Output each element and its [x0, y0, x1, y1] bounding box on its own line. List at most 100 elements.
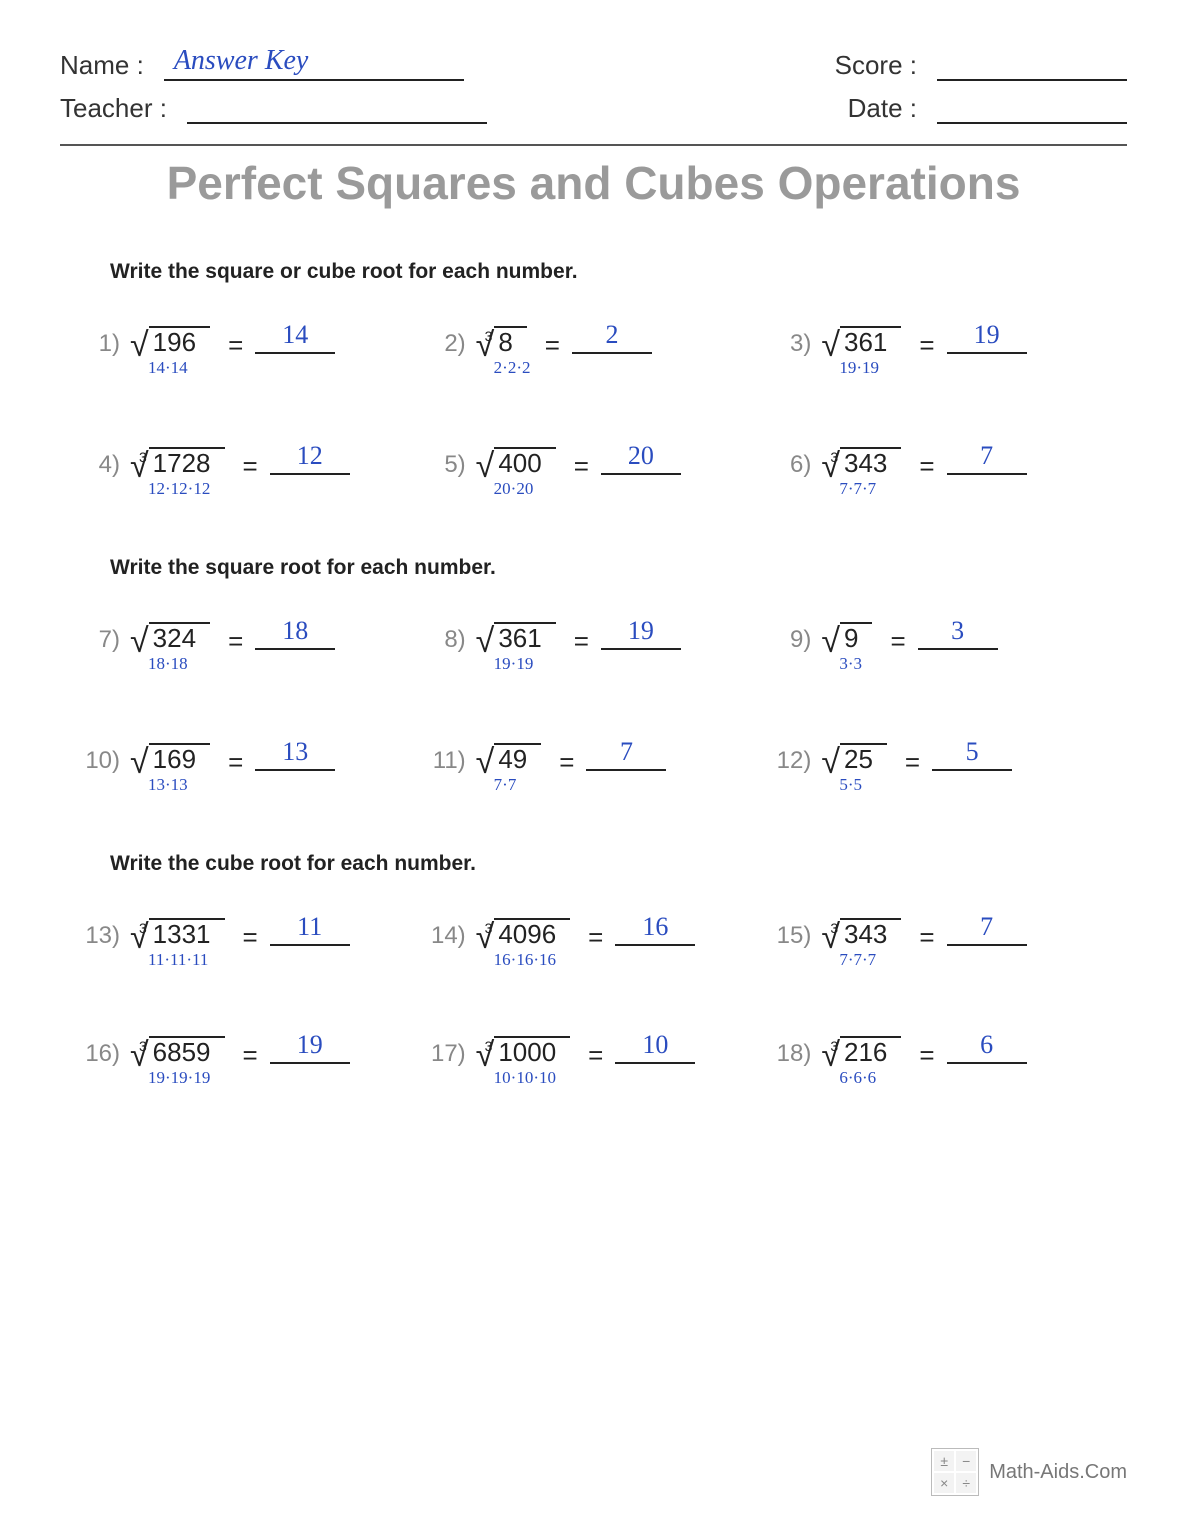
problem: 3)√36119·19=19 — [771, 324, 1107, 365]
radical-symbol: √ — [130, 449, 149, 483]
radical: √400 — [476, 445, 556, 479]
problem-number: 2) — [426, 324, 476, 358]
problem: 5)√40020·20=20 — [426, 445, 762, 486]
radical-wrap: 3√82·2·2 — [476, 324, 527, 362]
radical-symbol: √ — [821, 449, 840, 483]
radical-wrap: √497·7 — [476, 741, 542, 782]
handwritten-answer: 19 — [628, 616, 654, 646]
problem-number: 7) — [80, 620, 130, 654]
handwritten-work: 11·11·11 — [148, 950, 208, 970]
problem: 4)3√172812·12·12=12 — [80, 445, 416, 486]
radical-symbol: √ — [476, 328, 495, 362]
radicand: 324 — [149, 622, 210, 653]
date-label: Date : — [848, 93, 917, 124]
answer-blank: 19 — [947, 324, 1027, 354]
radical-wrap: 3√685919·19·19 — [130, 1034, 225, 1072]
problem-number: 10) — [80, 741, 130, 775]
problem-number: 5) — [426, 445, 476, 479]
problem: 18)3√2166·6·6=6 — [771, 1034, 1107, 1072]
radicand: 6859 — [149, 1036, 225, 1067]
radical: √361 — [476, 620, 556, 654]
radical: √169 — [130, 741, 210, 775]
radical-symbol: √ — [821, 1038, 840, 1072]
handwritten-work: 14·14 — [148, 358, 188, 378]
radical: 3√1000 — [476, 1034, 571, 1068]
answer-blank: 3 — [918, 620, 998, 650]
handwritten-answer: 3 — [951, 616, 964, 646]
radical-wrap: √255·5 — [821, 741, 887, 782]
equals-sign: = — [901, 324, 946, 361]
problem-number: 1) — [80, 324, 130, 358]
handwritten-work: 19·19·19 — [148, 1068, 210, 1088]
equals-sign: = — [570, 1034, 615, 1071]
radical-wrap: √36119·19 — [821, 324, 901, 365]
answer-blank: 13 — [255, 741, 335, 771]
radicand: 1331 — [149, 918, 225, 949]
radical: 3√1331 — [130, 916, 225, 950]
radical-wrap: 3√409616·16·16 — [476, 916, 571, 954]
radical: √196 — [130, 324, 210, 358]
radical: 3√343 — [821, 916, 901, 950]
answer-blank: 20 — [601, 445, 681, 475]
handwritten-answer: 7 — [620, 737, 633, 767]
page-title: Perfect Squares and Cubes Operations — [60, 156, 1127, 210]
teacher-line — [187, 94, 487, 124]
problem-number: 11) — [426, 741, 476, 775]
radical: √324 — [130, 620, 210, 654]
equals-sign: = — [225, 916, 270, 953]
equals-sign: = — [901, 916, 946, 953]
handwritten-work: 5·5 — [839, 775, 862, 795]
handwritten-work: 16·16·16 — [494, 950, 556, 970]
name-value: Answer Key — [174, 45, 309, 77]
radicand: 361 — [494, 622, 555, 653]
radical-wrap: √32418·18 — [130, 620, 210, 661]
equals-sign: = — [556, 445, 601, 482]
handwritten-answer: 11 — [297, 912, 322, 942]
answer-blank: 16 — [615, 916, 695, 946]
problem: 12)√255·5=5 — [771, 741, 1107, 782]
radical-symbol: √ — [821, 624, 840, 658]
equals-sign: = — [210, 741, 255, 778]
radical: 3√4096 — [476, 916, 571, 950]
handwritten-answer: 13 — [282, 737, 308, 767]
radical: 3√343 — [821, 445, 901, 479]
radical-symbol: √ — [130, 920, 149, 954]
handwritten-answer: 19 — [974, 320, 1000, 350]
radicand: 49 — [494, 743, 541, 774]
radical: √361 — [821, 324, 901, 358]
teacher-field: Teacher : — [60, 93, 487, 124]
footer: ±− ×÷ Math-Aids.Com — [931, 1448, 1127, 1496]
name-label: Name : — [60, 50, 144, 81]
section-instruction: Write the square or cube root for each n… — [110, 260, 1127, 284]
radical: 3√6859 — [130, 1034, 225, 1068]
radical-wrap: √36119·19 — [476, 620, 556, 661]
radicand: 25 — [840, 743, 887, 774]
answer-blank: 19 — [601, 620, 681, 650]
equals-sign: = — [570, 916, 615, 953]
answer-blank: 5 — [932, 741, 1012, 771]
section-instruction: Write the square root for each number. — [110, 556, 1127, 580]
header-row-2: Teacher : Date : — [60, 93, 1127, 124]
problem-number: 6) — [771, 445, 821, 479]
problem-grid: 13)3√133111·11·11=1114)3√409616·16·16=16… — [60, 916, 1127, 1072]
equals-sign: = — [556, 620, 601, 657]
problem: 2)3√82·2·2=2 — [426, 324, 762, 365]
radical-wrap: 3√2166·6·6 — [821, 1034, 901, 1072]
equals-sign: = — [527, 324, 572, 361]
radical-symbol: √ — [476, 624, 495, 658]
radical-symbol: √ — [476, 745, 495, 779]
radicand: 1000 — [494, 1036, 570, 1067]
radical-wrap: √16913·13 — [130, 741, 210, 782]
radicand: 343 — [840, 918, 901, 949]
equals-sign: = — [225, 445, 270, 482]
problem: 15)3√3437·7·7=7 — [771, 916, 1107, 954]
equals-sign: = — [887, 741, 932, 778]
handwritten-work: 20·20 — [494, 479, 534, 499]
radical-wrap: √40020·20 — [476, 445, 556, 486]
radical-symbol: √ — [130, 745, 149, 779]
header-row-1: Name : Answer Key Score : — [60, 50, 1127, 81]
divider — [60, 144, 1127, 146]
handwritten-answer: 2 — [605, 320, 618, 350]
handwritten-work: 19·19 — [839, 358, 879, 378]
footer-text: Math-Aids.Com — [989, 1461, 1127, 1484]
